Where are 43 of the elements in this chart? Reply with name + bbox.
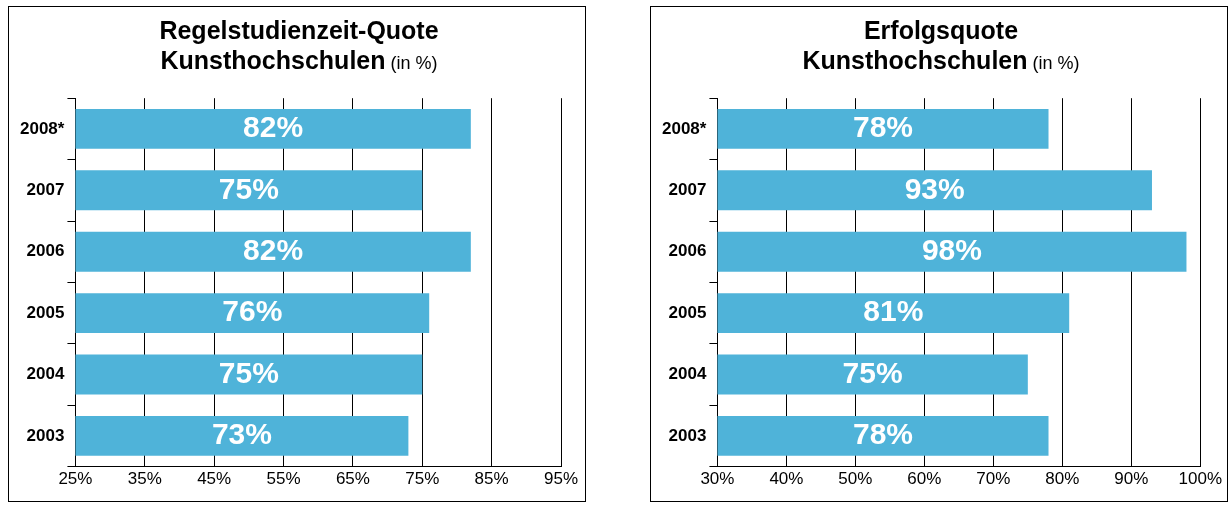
x-tick-label: 75% bbox=[405, 469, 440, 489]
data-label: 73% bbox=[211, 417, 272, 451]
y-tick-label: 2004 bbox=[668, 364, 707, 384]
chart-subtitle: (in %) bbox=[389, 53, 438, 73]
y-tick-label: 2008* bbox=[20, 118, 65, 138]
y-tick-label: 2006 bbox=[668, 241, 707, 261]
y-tick-label: 2005 bbox=[26, 302, 65, 322]
data-label: 78% bbox=[852, 417, 913, 451]
x-tick-label: 65% bbox=[335, 469, 370, 489]
data-label: 82% bbox=[243, 110, 304, 144]
x-tick-label: 95% bbox=[543, 469, 579, 489]
y-tick-label: 2007 bbox=[668, 179, 707, 199]
data-label: 82% bbox=[243, 232, 304, 266]
y-tick-label: 2004 bbox=[26, 364, 65, 384]
y-tick-label: 2005 bbox=[668, 302, 707, 322]
data-label: 75% bbox=[218, 171, 279, 205]
x-tick-label: 55% bbox=[266, 469, 301, 489]
x-tick-label: 25% bbox=[58, 469, 93, 489]
data-label: 75% bbox=[218, 355, 279, 389]
x-tick-label: 35% bbox=[127, 469, 162, 489]
x-tick-label: 30% bbox=[700, 469, 735, 489]
x-tick-label: 40% bbox=[769, 469, 804, 489]
y-tick-label: 2007 bbox=[26, 179, 65, 199]
data-label: 81% bbox=[863, 294, 924, 328]
x-tick-label: 80% bbox=[1045, 469, 1080, 489]
x-tick-label: 45% bbox=[197, 469, 232, 489]
y-tick-label: 2003 bbox=[26, 425, 65, 445]
data-label: 93% bbox=[904, 171, 965, 205]
data-label: 78% bbox=[852, 110, 913, 144]
data-label: 75% bbox=[842, 355, 903, 389]
chart-subtitle: (in %) bbox=[1031, 53, 1080, 73]
x-tick-label: 70% bbox=[976, 469, 1011, 489]
data-label: 76% bbox=[222, 294, 283, 328]
x-tick-label: 60% bbox=[907, 469, 942, 489]
data-label: 98% bbox=[921, 232, 982, 266]
y-tick-label: 2003 bbox=[668, 425, 707, 445]
y-tick-label: 2006 bbox=[26, 241, 65, 261]
x-tick-label: 100% bbox=[1178, 469, 1222, 489]
x-tick-label: 85% bbox=[474, 469, 509, 489]
y-tick-label: 2008* bbox=[662, 118, 707, 138]
x-tick-label: 50% bbox=[838, 469, 873, 489]
chart-title: Erfolgsquote Kunsthochschulen bbox=[802, 16, 1028, 74]
x-tick-label: 90% bbox=[1114, 469, 1149, 489]
